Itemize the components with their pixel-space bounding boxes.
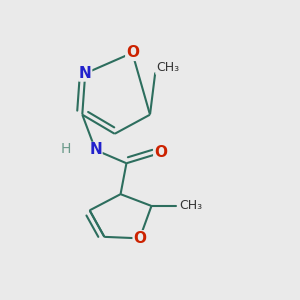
Text: H: H xyxy=(61,142,71,155)
Text: CH₃: CH₃ xyxy=(179,200,203,212)
Text: O: O xyxy=(126,45,139,60)
Text: N: N xyxy=(79,66,92,81)
Text: CH₃: CH₃ xyxy=(156,61,179,74)
Text: O: O xyxy=(133,231,146,246)
Text: N: N xyxy=(89,142,102,158)
Text: O: O xyxy=(154,146,167,160)
